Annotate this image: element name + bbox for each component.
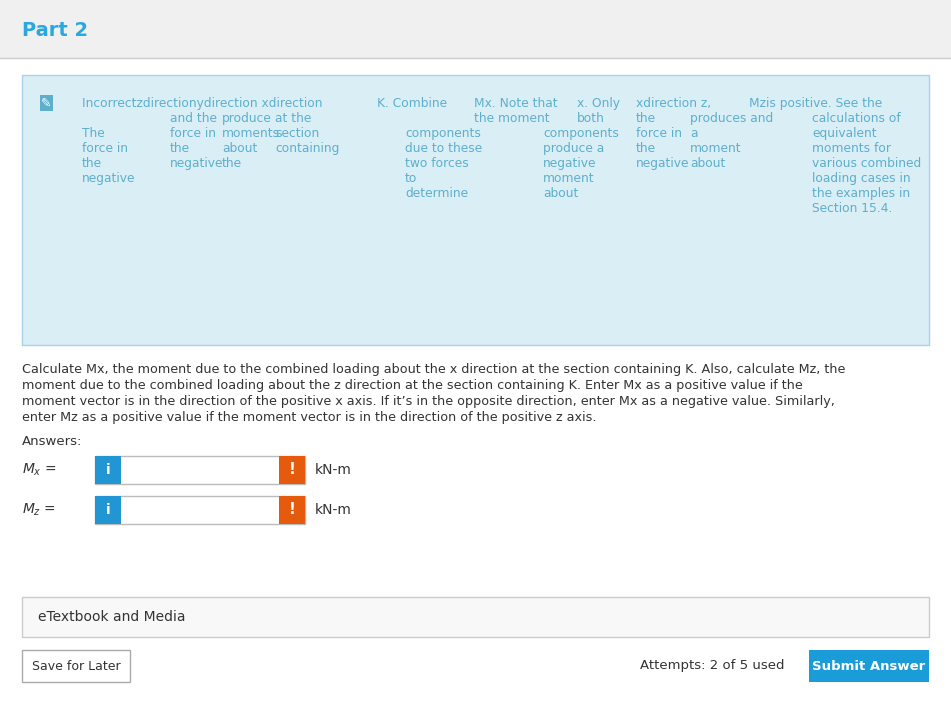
Text: Mzis positive. See the: Mzis positive. See the: [749, 97, 883, 110]
Text: moment: moment: [690, 142, 742, 155]
Text: loading cases in: loading cases in: [812, 172, 911, 185]
Bar: [95, 496, 121, 524]
Bar: [40, 95, 53, 111]
Text: both: both: [577, 112, 605, 125]
Text: produces and: produces and: [690, 112, 773, 125]
Bar: [95, 456, 305, 484]
Text: moment due to the combined loading about the z direction at the section containi: moment due to the combined loading about…: [22, 379, 803, 392]
Text: $M_x$ =: $M_x$ =: [22, 462, 57, 478]
Text: various combined: various combined: [812, 157, 922, 170]
Text: produce: produce: [222, 112, 272, 125]
Text: Submit Answer: Submit Answer: [812, 660, 925, 672]
Text: equivalent: equivalent: [812, 127, 877, 140]
Text: Attempts: 2 of 5 used: Attempts: 2 of 5 used: [640, 660, 785, 672]
Text: due to these: due to these: [405, 142, 482, 155]
Text: Part 2: Part 2: [22, 20, 88, 39]
Text: ✎: ✎: [41, 96, 51, 110]
Text: negative: negative: [170, 157, 223, 170]
Bar: [95, 456, 121, 484]
Text: negative: negative: [543, 157, 596, 170]
Text: eTextbook and Media: eTextbook and Media: [38, 610, 185, 624]
Text: moment vector is in the direction of the positive x axis. If it’s in the opposit: moment vector is in the direction of the…: [22, 395, 835, 408]
Text: !: !: [288, 463, 296, 477]
Text: i: i: [106, 503, 110, 517]
Text: components: components: [405, 127, 481, 140]
Text: a: a: [690, 127, 697, 140]
Text: the examples in: the examples in: [812, 187, 910, 200]
Bar: [279, 496, 305, 524]
Text: determine: determine: [405, 187, 468, 200]
Text: the: the: [222, 157, 243, 170]
Text: force in: force in: [82, 142, 128, 155]
Text: force in: force in: [636, 127, 682, 140]
Text: Mx. Note that: Mx. Note that: [474, 97, 557, 110]
Text: the moment: the moment: [474, 112, 550, 125]
Text: Save for Later: Save for Later: [31, 660, 121, 672]
Text: about: about: [222, 142, 258, 155]
Bar: [809, 650, 929, 682]
Text: kN-m: kN-m: [315, 463, 352, 477]
Text: negative: negative: [82, 172, 135, 185]
Text: kN-m: kN-m: [315, 503, 352, 517]
Text: Incorrectzdirectionydirection xdirection: Incorrectzdirectionydirection xdirection: [82, 97, 322, 110]
Text: containing: containing: [275, 142, 340, 155]
Text: about: about: [543, 187, 578, 200]
Text: produce a: produce a: [543, 142, 604, 155]
Text: the: the: [170, 142, 190, 155]
Text: Calculate Mx, the moment due to the combined loading about the x direction at th: Calculate Mx, the moment due to the comb…: [22, 363, 845, 376]
Text: and the: and the: [170, 112, 217, 125]
Text: about: about: [690, 157, 726, 170]
Text: to: to: [405, 172, 417, 185]
Text: section: section: [275, 127, 320, 140]
Text: force in: force in: [170, 127, 216, 140]
Text: components: components: [543, 127, 619, 140]
Text: the: the: [636, 142, 656, 155]
Text: x. Only: x. Only: [577, 97, 620, 110]
Text: moments: moments: [222, 127, 281, 140]
Text: Answers:: Answers:: [22, 435, 83, 448]
Text: negative: negative: [636, 157, 689, 170]
Text: at the: at the: [275, 112, 311, 125]
Text: moment: moment: [543, 172, 594, 185]
Text: calculations of: calculations of: [812, 112, 901, 125]
Bar: [279, 456, 305, 484]
Bar: [22, 650, 130, 682]
Bar: [0, 0, 951, 58]
Text: the: the: [636, 112, 656, 125]
Bar: [95, 496, 305, 524]
Text: !: !: [288, 503, 296, 517]
Text: The: The: [82, 127, 105, 140]
Text: enter Mz as a positive value if the moment vector is in the direction of the pos: enter Mz as a positive value if the mome…: [22, 411, 596, 424]
Text: $M_z$ =: $M_z$ =: [22, 502, 56, 518]
Text: xdirection z,: xdirection z,: [636, 97, 711, 110]
Text: K. Combine: K. Combine: [377, 97, 447, 110]
Bar: [22, 75, 929, 345]
Text: Section 15.4.: Section 15.4.: [812, 202, 892, 215]
Text: i: i: [106, 463, 110, 477]
Text: moments for: moments for: [812, 142, 891, 155]
Bar: [22, 597, 929, 637]
Text: two forces: two forces: [405, 157, 469, 170]
Text: the: the: [82, 157, 102, 170]
